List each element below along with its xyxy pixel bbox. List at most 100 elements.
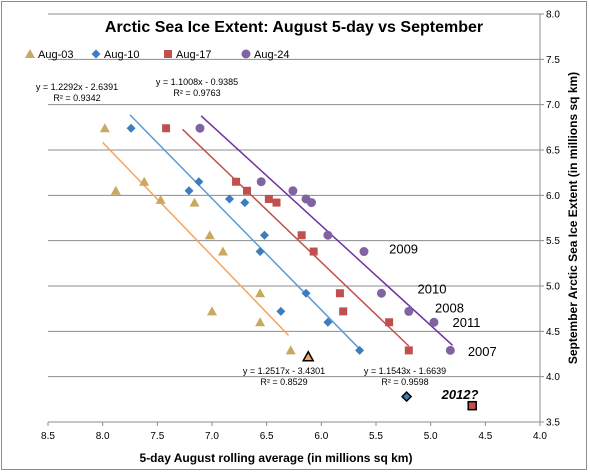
point-aug-17 — [339, 307, 348, 316]
point-aug-17 — [264, 194, 273, 203]
axes: 3.5 4.0 4.5 5.0 5.5 6.0 6.5 7.0 7.5 8.0 8.5 8.0 7.5 7… — [41, 10, 560, 443]
legend-label-aug-17: Aug-17 — [176, 49, 211, 61]
point-aug-24 — [306, 198, 316, 208]
chart-title: Arctic Sea Ice Extent: August 5-day vs S… — [105, 19, 483, 36]
point-aug-03 — [204, 230, 215, 240]
y-tick-label: 6.0 — [546, 191, 560, 202]
point-aug-17 — [232, 177, 241, 186]
x-tick-label: 7.0 — [205, 431, 219, 442]
point-aug-24 — [376, 288, 386, 298]
equation-label-aug-10: y = 1.2292x - 2.6391 — [36, 82, 118, 92]
point-aug-10 — [240, 198, 250, 208]
point-aug-10 — [355, 345, 365, 355]
point-aug-24 — [195, 123, 205, 133]
year-annotation: 2007 — [468, 344, 497, 359]
point-aug-24 — [323, 230, 333, 240]
point-aug-03 — [99, 123, 110, 133]
y-tick-label: 5.0 — [546, 282, 560, 293]
equation-label-aug-17: y = 1.1543x - 1.6639 — [364, 366, 446, 376]
r-squared-label-aug-10: R² = 0.9342 — [53, 93, 100, 103]
point-aug-03 — [155, 194, 166, 204]
r-squared-label-aug-17: R² = 0.9598 — [381, 377, 428, 387]
equation-label-aug-24: y = 1.1008x - 0.9385 — [156, 77, 238, 87]
x-tick-label: 8.0 — [96, 431, 110, 442]
x-tick-label: 6.0 — [314, 431, 328, 442]
legend-label-aug-24: Aug-24 — [254, 49, 289, 61]
point-aug-10 — [194, 177, 204, 187]
point-aug-24 — [359, 247, 369, 257]
plot-area — [48, 14, 540, 422]
point-aug-03 — [285, 345, 296, 355]
y-tick-label: 8.0 — [546, 10, 560, 21]
point-aug-17 — [404, 346, 413, 355]
year-annotation: 2012? — [441, 387, 479, 402]
point-aug-03 — [189, 197, 200, 207]
highlight-point-aug-10 — [401, 391, 413, 403]
trendline-aug-10 — [129, 114, 363, 352]
y-tick-label: 7.0 — [546, 100, 560, 111]
trend-lines — [102, 114, 454, 352]
point-aug-03 — [255, 317, 266, 327]
point-aug-17 — [335, 289, 344, 298]
point-aug-03 — [110, 185, 121, 195]
y-tick-label: 7.5 — [546, 55, 560, 66]
x-tick-label: 4.5 — [478, 431, 492, 442]
legend-marker-aug-17 — [164, 50, 172, 58]
point-aug-10 — [184, 186, 194, 196]
legend-label-aug-03: Aug-03 — [38, 49, 73, 61]
point-aug-03 — [139, 176, 150, 186]
point-aug-17 — [162, 124, 171, 133]
x-tick-label: 4.0 — [533, 431, 547, 442]
x-tick-label: 6.5 — [260, 431, 274, 442]
trendline-aug-24 — [200, 115, 454, 346]
r-squared-label-aug-03: R² = 0.8529 — [260, 377, 307, 387]
x-axis-title: 5-day August rolling average (in million… — [140, 451, 413, 465]
point-aug-10 — [301, 288, 311, 298]
point-aug-10 — [276, 306, 286, 316]
gridlines — [48, 13, 540, 378]
point-aug-17 — [297, 231, 306, 240]
point-aug-03 — [207, 306, 217, 316]
point-aug-24 — [288, 186, 298, 196]
highlight-point-aug-17 — [467, 400, 477, 411]
legend-marker-aug-03 — [25, 49, 35, 58]
highlight-point-aug-03 — [301, 350, 315, 362]
y-tick-label: 3.5 — [546, 418, 560, 429]
legend-marker-aug-24 — [241, 49, 251, 59]
point-aug-10 — [255, 247, 265, 257]
point-aug-17 — [385, 318, 394, 327]
equation-label-aug-03: y = 1.2517x - 3.4301 — [243, 366, 325, 376]
point-aug-24 — [256, 177, 266, 187]
point-aug-17 — [242, 186, 251, 195]
point-aug-03 — [217, 246, 228, 256]
legend: Aug-03 Aug-10 Aug-17 Aug-24 — [25, 49, 289, 61]
point-aug-17 — [272, 198, 281, 207]
y-tick-label: 4.0 — [546, 372, 560, 383]
r-squared-label-aug-24: R² = 0.9763 — [173, 88, 220, 98]
year-annotation: 2008 — [435, 301, 464, 316]
legend-label-aug-10: Aug-10 — [104, 49, 139, 61]
legend-marker-aug-10 — [91, 49, 101, 59]
point-aug-10 — [323, 317, 333, 327]
trendline-aug-03 — [102, 141, 290, 336]
trendline-aug-17 — [181, 128, 410, 347]
y-axis-title: September Arctic Sea Ice Extent (in mill… — [566, 72, 580, 364]
point-aug-10 — [259, 230, 269, 240]
y-tick-label: 4.5 — [546, 327, 560, 338]
x-tick-label: 5.5 — [369, 431, 383, 442]
y-tick-label: 5.5 — [546, 236, 560, 247]
data-points — [99, 123, 477, 411]
point-aug-24 — [429, 317, 439, 327]
point-aug-10 — [224, 194, 234, 204]
x-tick-label: 8.5 — [41, 431, 55, 442]
year-annotation: 2010 — [418, 282, 447, 297]
point-aug-24 — [445, 345, 455, 355]
x-tick-label: 5.0 — [424, 431, 438, 442]
point-aug-03 — [255, 288, 266, 298]
x-tick-label: 7.5 — [150, 431, 164, 442]
point-aug-24 — [404, 306, 414, 316]
point-aug-10 — [126, 123, 136, 133]
y-tick-label: 6.5 — [546, 146, 560, 157]
